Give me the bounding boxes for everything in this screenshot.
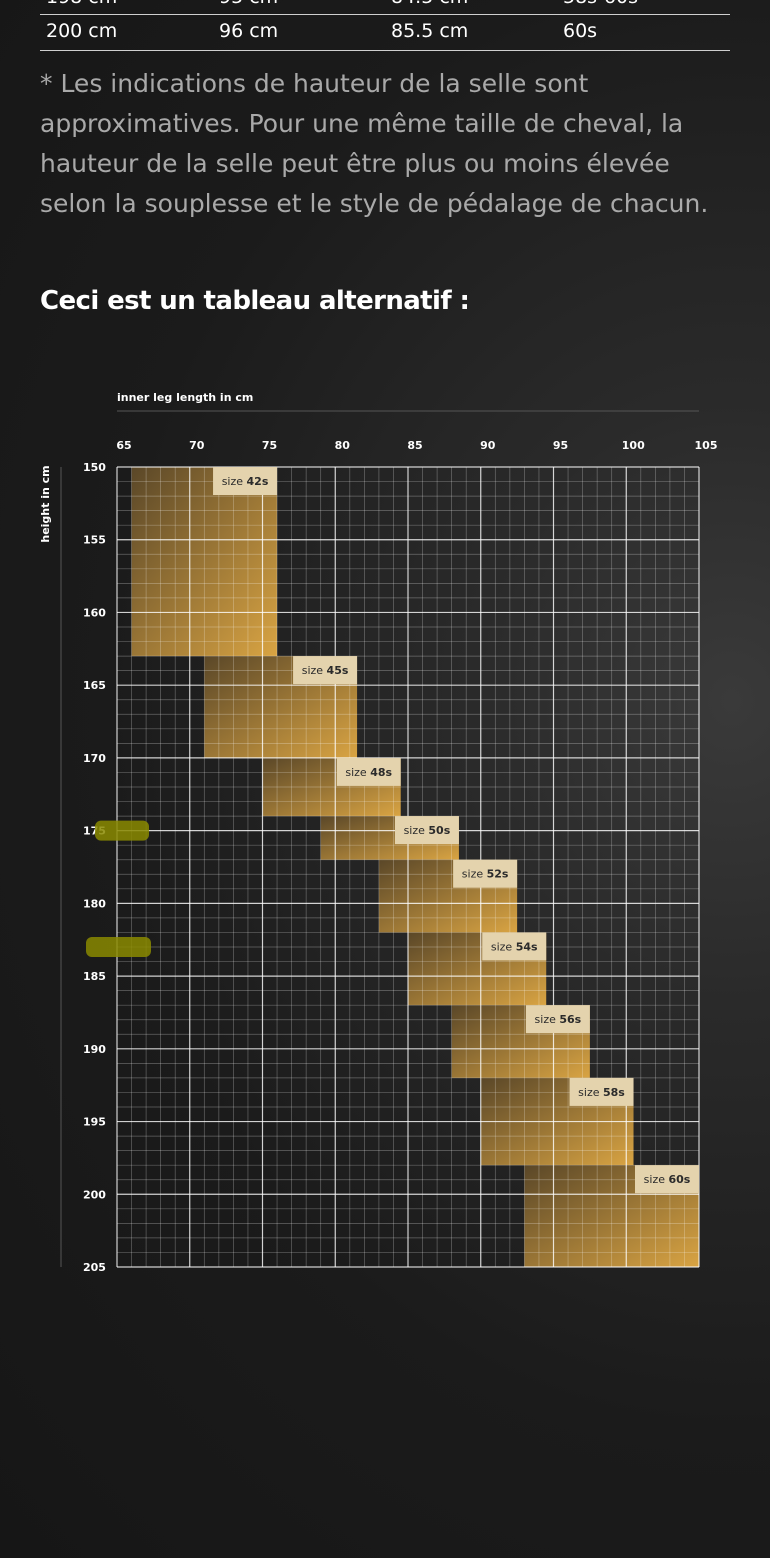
size-label-box xyxy=(293,656,358,685)
x-tick-label: 70 xyxy=(189,439,205,452)
x-tick-label: 100 xyxy=(622,439,645,452)
size-label: size 52s xyxy=(462,868,509,881)
size-label-box xyxy=(336,757,401,786)
size-label: size 54s xyxy=(491,940,538,953)
table-row: 198 cm 95 cm 84.5 cm 58s-60s xyxy=(40,0,730,14)
y-tick-label: 160 xyxy=(83,606,106,619)
size-chart: inner leg length in cm height in cm 65 70 75… xyxy=(39,391,718,1274)
table-divider xyxy=(40,14,730,15)
cell-leg: 95 cm xyxy=(219,0,278,8)
y-tick-label: 205 xyxy=(83,1261,106,1274)
y-tick-label: 170 xyxy=(83,752,106,765)
size-label-box xyxy=(453,859,518,888)
size-label-box xyxy=(525,1005,590,1034)
table-row: 200 cm 96 cm 85.5 cm 60s xyxy=(40,14,730,50)
size-label-box xyxy=(569,1077,634,1106)
y-tick-label: 190 xyxy=(83,1043,106,1056)
x-tick-label: 90 xyxy=(480,439,496,452)
x-tick-label: 105 xyxy=(695,439,718,452)
cell-height: 200 cm xyxy=(46,20,118,42)
x-tick-label: 65 xyxy=(116,439,131,452)
cell-leg: 96 cm xyxy=(219,20,279,42)
y-axis-label: height in cm xyxy=(39,465,52,542)
size-label: size 45s xyxy=(302,664,349,677)
cell-saddle: 85.5 cm xyxy=(391,20,469,42)
size-label: size 48s xyxy=(345,766,392,779)
size-table: 198 cm 95 cm 84.5 cm 58s-60s 200 cm 96 c… xyxy=(40,0,730,50)
cell-size: 58s-60s xyxy=(563,0,638,8)
table-divider xyxy=(40,50,730,51)
size-label: size 42s xyxy=(222,475,269,488)
cell-saddle: 84.5 cm xyxy=(391,0,468,8)
y-tick-label: 200 xyxy=(83,1188,106,1201)
highlight-mark xyxy=(86,937,151,957)
cell-height: 198 cm xyxy=(46,0,117,8)
size-label: size 58s xyxy=(578,1086,625,1099)
saddle-height-note: * Les indications de hauteur de la selle… xyxy=(40,69,709,218)
y-tick-label: 180 xyxy=(83,897,106,910)
size-label: size 60s xyxy=(644,1173,691,1186)
cell-size: 60s xyxy=(563,20,598,42)
x-axis-label: inner leg length in cm xyxy=(117,391,253,404)
size-label: size 50s xyxy=(404,824,451,837)
x-tick-label: 95 xyxy=(553,439,568,452)
size-label-box xyxy=(635,1165,699,1194)
x-tick-label: 85 xyxy=(407,439,422,452)
y-tick-label: 150 xyxy=(83,461,106,474)
y-tick-label: 165 xyxy=(83,679,106,692)
alternative-table-heading: Ceci est un tableau alternatif : xyxy=(40,286,470,316)
x-tick-label: 80 xyxy=(335,439,351,452)
size-block xyxy=(131,467,278,657)
y-tick-label: 195 xyxy=(83,1116,106,1129)
size-label-box xyxy=(213,467,278,495)
size-label-box xyxy=(394,816,459,845)
size-label: size 56s xyxy=(535,1013,582,1026)
y-tick-label: 155 xyxy=(83,534,106,547)
highlight-mark xyxy=(95,820,149,841)
size-label-box xyxy=(482,932,547,961)
x-tick-label: 75 xyxy=(262,439,277,452)
y-tick-label: 185 xyxy=(83,970,106,983)
